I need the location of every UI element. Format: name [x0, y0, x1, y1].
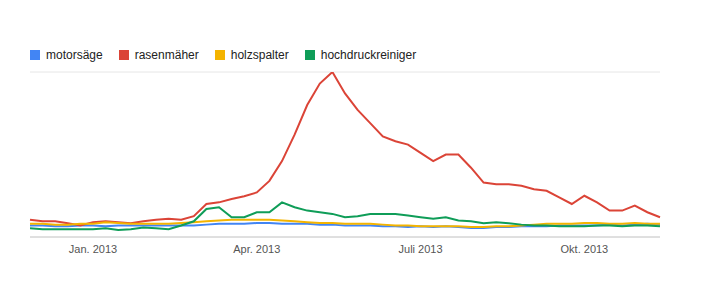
svg-text:Okt. 2013: Okt. 2013 — [561, 243, 609, 255]
svg-text:Jan. 2013: Jan. 2013 — [69, 243, 117, 255]
html-text:hochdruckreiniger: hochdruckreiniger — [320, 48, 417, 62]
svg-text:Juli 2013: Juli 2013 — [399, 243, 443, 255]
html-text:motorsäge: motorsäge — [46, 48, 103, 62]
html-text:rasenmäher: rasenmäher — [134, 48, 199, 62]
svg-text:Apr. 2013: Apr. 2013 — [233, 243, 280, 255]
html-text:holzspalter: holzspalter — [230, 48, 289, 62]
